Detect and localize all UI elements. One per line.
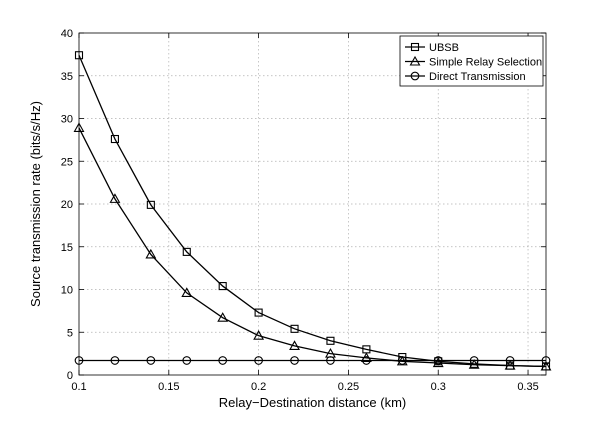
data-point-circle	[290, 356, 299, 365]
x-tick-label: 0.1	[71, 381, 86, 393]
data-point-triangle	[181, 287, 193, 297]
data-point-triangle	[432, 357, 444, 368]
legend-marker-circle	[410, 71, 420, 81]
legend-label: Simple Relay Selection	[429, 57, 542, 69]
data-point-circle	[397, 356, 407, 365]
data-point-square	[254, 308, 263, 317]
x-tick-label: 0.2	[251, 381, 266, 393]
y-tick-label: 40	[61, 28, 73, 40]
legend-marker-triangle	[409, 55, 421, 66]
legend-label: UBSB	[429, 42, 459, 54]
axis-ticks: 0.1 0.15 0.2 0.25 0.3 0.35 0 5 10 15 20 25 30 35 40	[61, 28, 546, 393]
y-tick-label: 30	[61, 114, 73, 126]
series-line	[78, 127, 547, 368]
y-tick-label: 0	[67, 370, 73, 382]
series-circle	[74, 356, 551, 365]
y-axis-label: Source transmission rate (bits/s/Hz)	[28, 101, 43, 307]
data-point-triangle	[145, 248, 157, 259]
data-point-triangle	[217, 312, 229, 322]
data-point-square	[326, 336, 335, 345]
data-point-circle	[541, 356, 551, 365]
data-point-triangle	[504, 359, 516, 370]
data-point-circle	[74, 356, 84, 365]
y-tick-label: 20	[61, 199, 73, 211]
x-tick-label: 0.3	[431, 381, 446, 393]
legend-marker-square	[410, 42, 420, 52]
data-point-triangle	[468, 359, 480, 369]
data-point-circle	[254, 356, 263, 365]
y-tick-label: 10	[61, 285, 73, 297]
y-tick-label: 25	[61, 156, 73, 168]
data-point-square	[74, 51, 84, 60]
grid	[79, 33, 546, 375]
data-point-circle	[182, 356, 192, 365]
x-tick-label: 0.15	[158, 381, 179, 393]
x-tick-label: 0.35	[517, 381, 538, 393]
series-line	[78, 54, 547, 368]
data-point-triangle	[73, 122, 85, 132]
data-point-square	[290, 324, 299, 333]
y-tick-label: 15	[61, 242, 73, 254]
data-point-circle	[469, 356, 479, 365]
data-point-triangle	[109, 193, 121, 203]
y-tick-label: 35	[61, 71, 73, 83]
data-point-square	[146, 200, 155, 209]
data-point-triangle	[540, 360, 552, 371]
data-point-square	[110, 134, 119, 144]
data-point-square	[182, 247, 191, 256]
x-axis-label: Relay−Destination distance (km)	[219, 395, 407, 410]
legend-label: Direct Transmission	[429, 71, 526, 83]
legend: UBSB Simple Relay Selection Direct Transmi…	[399, 35, 544, 87]
data-point-circle	[110, 356, 120, 365]
data-point-circle	[433, 356, 443, 365]
y-tick-label: 5	[67, 327, 73, 339]
data-point-circle	[326, 356, 335, 365]
data-point-circle	[218, 356, 228, 365]
data-point-triangle	[289, 340, 300, 350]
data-point-circle	[362, 356, 371, 365]
x-tick-label: 0.25	[338, 381, 359, 393]
data-series	[73, 51, 552, 371]
data-point-square	[218, 282, 227, 291]
data-point-circle	[146, 356, 156, 365]
data-point-triangle	[253, 330, 265, 340]
data-point-circle	[505, 356, 515, 365]
